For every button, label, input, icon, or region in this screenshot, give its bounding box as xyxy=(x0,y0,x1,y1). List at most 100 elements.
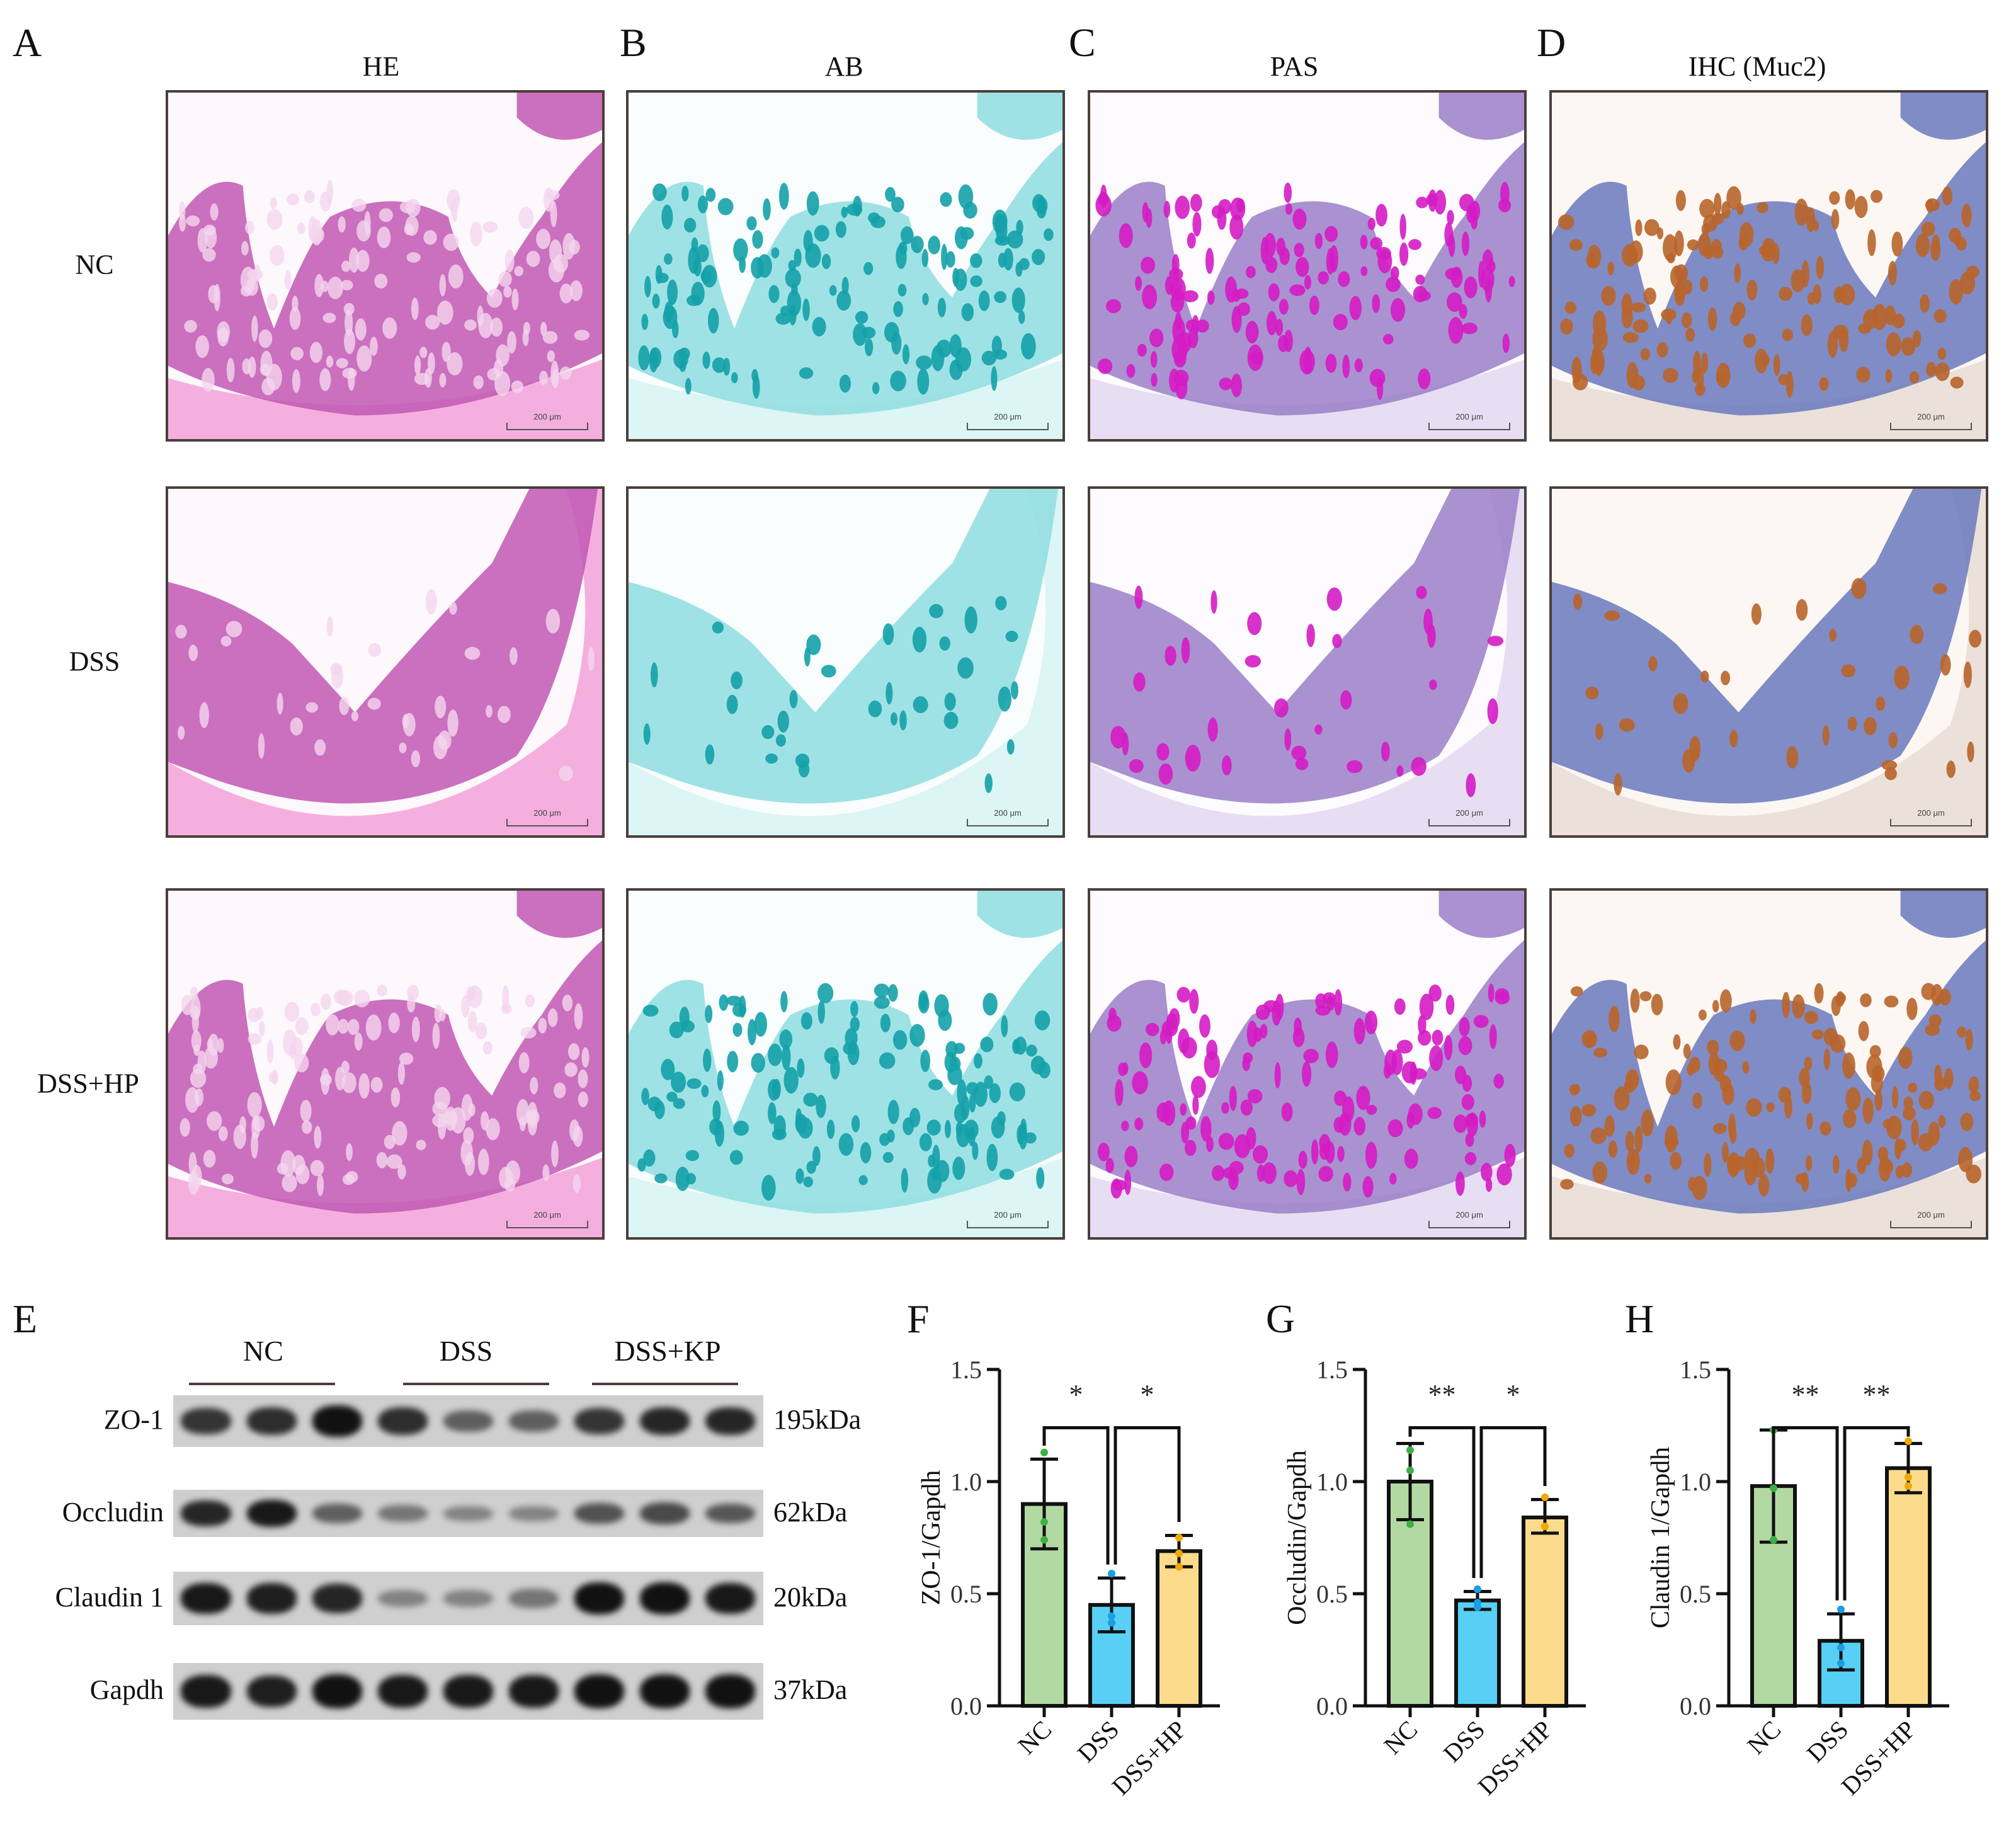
wb-band xyxy=(574,1502,625,1524)
wb-band xyxy=(705,1407,756,1436)
data-point xyxy=(1040,1448,1048,1456)
wb-band xyxy=(443,1506,494,1521)
y-tick-label: 0.5 xyxy=(1680,1580,1711,1608)
scale-bar: 200 μm xyxy=(1890,808,1972,826)
histology-panel-ihc-muc2--nc: 200 μm xyxy=(1549,90,1988,442)
y-tick-label: 0.5 xyxy=(1316,1580,1348,1608)
wb-strip-gapdh xyxy=(173,1663,763,1720)
y-axis-label: Claudin 1/Gapdh xyxy=(1646,1447,1675,1628)
y-tick-label: 1.5 xyxy=(950,1356,982,1384)
wb-band xyxy=(312,1405,362,1437)
wb-band xyxy=(574,1674,625,1708)
wb-band xyxy=(377,1589,428,1608)
scale-bar: 200 μm xyxy=(506,412,588,430)
scale-bar-line xyxy=(1428,819,1510,826)
data-point xyxy=(1770,1536,1777,1544)
scale-bar: 200 μm xyxy=(967,808,1049,826)
panel-letter-d: D xyxy=(1537,20,1566,65)
histology-panel-ab-dss: 200 μm xyxy=(626,486,1065,838)
scale-bar-line xyxy=(1890,1221,1972,1228)
wb-band xyxy=(181,1674,231,1708)
wb-band xyxy=(640,1582,690,1614)
y-tick-label: 0.0 xyxy=(1316,1692,1348,1720)
data-point xyxy=(1108,1569,1115,1577)
wb-kda-label-zo-1: 195kDa xyxy=(773,1404,862,1435)
data-point xyxy=(1175,1563,1183,1571)
row-label-dss: DSS xyxy=(69,646,120,677)
scale-bar-label: 200 μm xyxy=(994,1210,1022,1220)
wb-band xyxy=(246,1407,297,1435)
panel-letter-a: A xyxy=(13,20,42,65)
significance-label: * xyxy=(1069,1380,1083,1410)
wb-strip-claudin-1 xyxy=(173,1572,763,1625)
histology-panel-he-dss-hp: 200 μm xyxy=(166,888,605,1240)
histology-panel-he-nc: 200 μm xyxy=(166,90,605,442)
wb-band xyxy=(509,1506,559,1521)
scale-bar: 200 μm xyxy=(1890,412,1972,430)
data-point xyxy=(1770,1484,1777,1492)
scale-bar-line xyxy=(1428,423,1510,430)
column-title-ihc: IHC (Muc2) xyxy=(1688,51,1826,82)
wb-strip-zo-1 xyxy=(173,1395,763,1447)
significance-label: ** xyxy=(1792,1380,1820,1410)
histology-panel-ab-dss-hp: 200 μm xyxy=(626,888,1065,1240)
data-point xyxy=(1541,1523,1549,1531)
scale-bar-label: 200 μm xyxy=(533,1210,561,1220)
scale-bar-label: 200 μm xyxy=(994,808,1022,818)
wb-band xyxy=(377,1674,428,1708)
x-tick-label: DSS xyxy=(1801,1715,1854,1768)
wb-band xyxy=(509,1674,559,1708)
y-tick-label: 0.0 xyxy=(950,1692,982,1720)
histology-panel-pas-dss: 200 μm xyxy=(1088,486,1527,838)
wb-band xyxy=(640,1407,690,1436)
wb-group-line-dss-kp xyxy=(592,1383,738,1385)
data-point xyxy=(1175,1549,1183,1557)
panel-letter-h: H xyxy=(1625,1296,1654,1341)
histology-panel-ab-nc: 200 μm xyxy=(626,90,1065,442)
bar-dss xyxy=(1454,1598,1501,1708)
significance-bracket xyxy=(1113,1426,1181,1565)
wb-band xyxy=(640,1502,690,1524)
significance-bracket xyxy=(1479,1426,1547,1579)
data-point xyxy=(1406,1446,1414,1454)
wb-group-label-dss: DSS xyxy=(439,1335,493,1367)
x-tick-label: DSS+HP xyxy=(1836,1715,1922,1801)
bar-dss-hp xyxy=(1522,1515,1568,1708)
wb-group-line-nc xyxy=(189,1383,335,1385)
wb-band xyxy=(377,1505,428,1522)
scale-bar-line xyxy=(506,423,588,430)
scale-bar: 200 μm xyxy=(506,808,588,826)
data-point xyxy=(1837,1659,1845,1667)
wb-band xyxy=(312,1674,362,1708)
y-tick-label: 1.5 xyxy=(1680,1356,1711,1384)
wb-band xyxy=(181,1582,231,1614)
scale-bar-line xyxy=(967,819,1049,826)
wb-band xyxy=(181,1500,231,1527)
scale-bar-line xyxy=(1428,1221,1510,1228)
scale-bar: 200 μm xyxy=(967,1210,1049,1228)
scale-bar-label: 200 μm xyxy=(1917,808,1945,818)
scale-bar-label: 200 μm xyxy=(1455,808,1483,818)
wb-band xyxy=(705,1582,756,1614)
column-title-pas: PAS xyxy=(1270,51,1319,82)
scale-bar-line xyxy=(1890,819,1972,826)
wb-band xyxy=(509,1589,559,1608)
wb-protein-label-claudin-1: Claudin 1 xyxy=(55,1581,164,1613)
column-title-ab: AB xyxy=(824,51,863,82)
data-point xyxy=(1040,1518,1048,1526)
significance-bracket xyxy=(1772,1426,1839,1601)
wb-band xyxy=(246,1499,297,1528)
wb-band xyxy=(312,1584,362,1613)
data-point xyxy=(1175,1534,1183,1541)
wb-band xyxy=(181,1407,231,1434)
scale-bar-label: 200 μm xyxy=(1455,412,1483,421)
data-point xyxy=(1406,1520,1414,1528)
data-point xyxy=(1541,1493,1549,1501)
wb-band xyxy=(246,1583,297,1614)
y-tick-label: 1.0 xyxy=(1316,1468,1348,1496)
scale-bar: 200 μm xyxy=(1428,412,1510,430)
wb-kda-label-gapdh: 37kDa xyxy=(773,1674,848,1705)
y-tick-label: 1.0 xyxy=(950,1468,982,1496)
wb-kda-label-occludin: 62kDa xyxy=(773,1496,848,1528)
scale-bar-label: 200 μm xyxy=(1917,412,1945,421)
